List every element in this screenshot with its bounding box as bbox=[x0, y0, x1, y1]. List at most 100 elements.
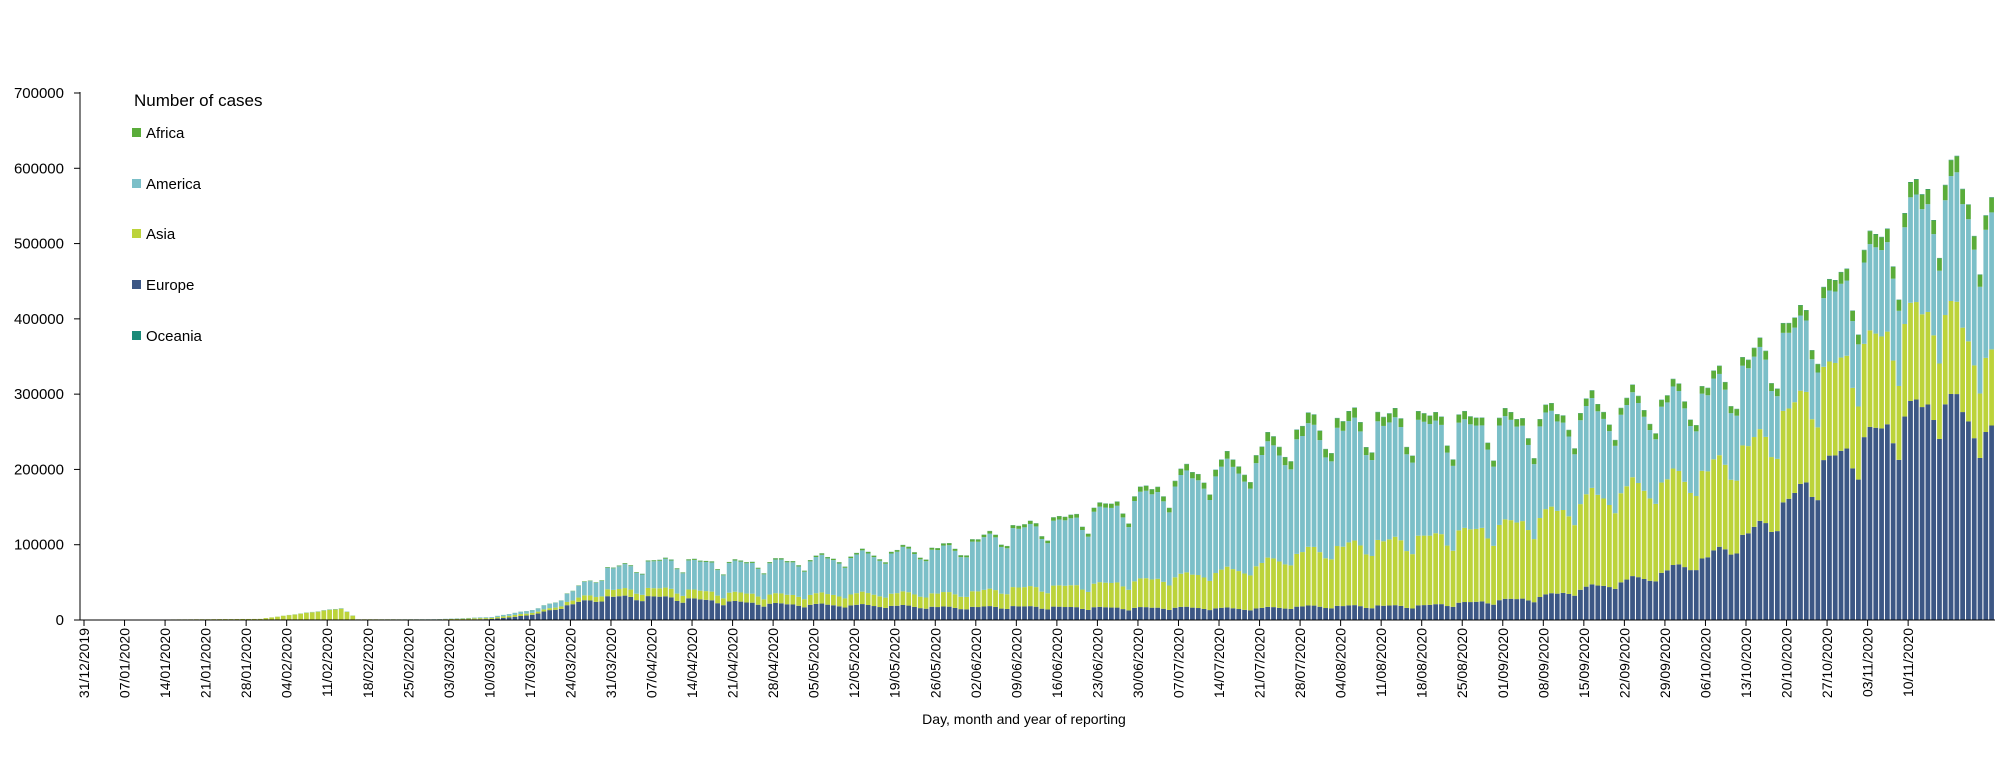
bar-segment-asia bbox=[257, 618, 263, 620]
bar-segment-america bbox=[1271, 445, 1276, 559]
bar-segment-africa bbox=[1745, 360, 1751, 369]
bar-segment-europe bbox=[1427, 604, 1433, 620]
bar-segment-america bbox=[958, 557, 964, 597]
bar-segment-america bbox=[900, 546, 906, 592]
bar-segment-europe bbox=[1346, 605, 1352, 620]
bar-segment-europe bbox=[628, 596, 634, 620]
bar-segment-europe bbox=[1091, 607, 1097, 620]
bar-segment-asia bbox=[1549, 506, 1554, 594]
bar-segment-europe bbox=[1120, 609, 1126, 620]
bar-segment-america bbox=[1908, 197, 1913, 303]
bar-segment-africa bbox=[1305, 412, 1311, 424]
bar-segment-asia bbox=[1884, 331, 1890, 425]
bar-segment-africa bbox=[1942, 185, 1948, 201]
bar-segment-europe bbox=[1271, 607, 1276, 620]
bar-segment-africa bbox=[1473, 418, 1479, 426]
x-tick-label: 24/03/2020 bbox=[562, 628, 578, 698]
bar-segment-america bbox=[1751, 356, 1757, 438]
bar-segment-africa bbox=[1583, 398, 1589, 407]
bar-segment-africa bbox=[1867, 231, 1873, 245]
bar-segment-asia bbox=[1230, 569, 1236, 609]
bar-segment-africa bbox=[1966, 204, 1971, 220]
bar-segment-europe bbox=[1578, 589, 1583, 620]
bar-segment-america bbox=[941, 545, 946, 593]
bar-segment-asia bbox=[1097, 582, 1103, 607]
bar-segment-europe bbox=[1925, 404, 1931, 620]
bar-segment-asia bbox=[1514, 522, 1520, 600]
bar-segment-africa bbox=[703, 561, 709, 562]
bar-segment-europe bbox=[1045, 609, 1051, 620]
bar-segment-asia bbox=[1890, 360, 1896, 444]
bar-segment-asia bbox=[1074, 585, 1079, 608]
bar-segment-africa bbox=[1352, 407, 1357, 418]
bar-segment-asia bbox=[912, 594, 917, 607]
bar-segment-europe bbox=[987, 606, 993, 620]
bar-segment-africa bbox=[1554, 414, 1560, 422]
bar-segment-africa bbox=[1421, 413, 1427, 422]
bar-segment-africa bbox=[1369, 452, 1375, 461]
bar-segment-europe bbox=[975, 607, 981, 620]
bar-segment-asia bbox=[1346, 542, 1352, 606]
bar-segment-america bbox=[1913, 194, 1919, 303]
bar-segment-africa bbox=[1444, 445, 1450, 453]
bar-segment-america bbox=[1045, 543, 1051, 594]
bar-segment-africa bbox=[935, 548, 941, 551]
bar-segment-asia bbox=[1334, 546, 1340, 606]
bar-segment-europe bbox=[1508, 598, 1514, 620]
bar-segment-africa bbox=[709, 561, 715, 563]
bar-segment-america bbox=[1589, 398, 1595, 488]
bar-segment-europe bbox=[547, 610, 553, 620]
bar-segment-america bbox=[1282, 465, 1288, 565]
bar-segment-europe bbox=[1265, 606, 1271, 620]
bar-segment-europe bbox=[610, 596, 616, 620]
bar-segment-europe bbox=[1184, 606, 1190, 620]
bar-segment-asia bbox=[1937, 363, 1942, 439]
bar-segment-asia bbox=[657, 588, 663, 597]
bar-segment-asia bbox=[1358, 545, 1363, 607]
bar-segment-europe bbox=[576, 601, 581, 620]
bar-segment-africa bbox=[605, 567, 610, 568]
bar-segment-asia bbox=[877, 596, 883, 608]
bar-segment-asia bbox=[1224, 566, 1230, 608]
bar-segment-europe bbox=[906, 605, 912, 620]
bar-segment-europe bbox=[1462, 602, 1467, 620]
bar-segment-africa bbox=[871, 555, 877, 558]
bar-segment-africa bbox=[1201, 482, 1207, 489]
bar-segment-america bbox=[1114, 505, 1120, 583]
bar-segment-asia bbox=[1375, 539, 1381, 606]
bar-segment-europe bbox=[715, 603, 720, 620]
bar-segment-europe bbox=[749, 602, 755, 620]
x-tick-label: 07/01/2020 bbox=[117, 628, 133, 698]
bar-segment-africa bbox=[1890, 266, 1896, 279]
bar-segment-europe bbox=[1305, 605, 1311, 620]
bar-segment-asia bbox=[807, 594, 813, 605]
bar-segment-asia bbox=[1479, 527, 1485, 602]
bar-segment-europe bbox=[1369, 608, 1375, 620]
bar-segment-asia bbox=[1635, 483, 1641, 578]
bar-segment-america bbox=[796, 566, 802, 597]
bar-segment-america bbox=[1618, 414, 1624, 494]
bar-segment-america bbox=[1224, 458, 1230, 567]
bar-segment-africa bbox=[1919, 194, 1925, 210]
bar-segment-asia bbox=[524, 613, 529, 616]
bar-segment-europe bbox=[865, 605, 871, 620]
bar-segment-europe bbox=[1288, 608, 1294, 620]
bar-segment-europe bbox=[1166, 609, 1172, 620]
bar-segment-asia bbox=[1647, 498, 1653, 581]
bar-segment-america bbox=[1027, 523, 1033, 587]
x-tick-label: 03/03/2020 bbox=[441, 628, 457, 698]
bar-segment-asia bbox=[1392, 536, 1398, 606]
bar-segment-america bbox=[1375, 421, 1381, 540]
bar-segment-america bbox=[1502, 416, 1508, 520]
bar-segment-asia bbox=[825, 594, 830, 605]
bar-segment-europe bbox=[1861, 437, 1867, 620]
bar-segment-europe bbox=[854, 604, 859, 620]
x-tick-label: 14/07/2020 bbox=[1211, 628, 1227, 698]
bar-segment-asia bbox=[1508, 520, 1514, 599]
bar-segment-america bbox=[1294, 439, 1300, 554]
bar-segment-europe bbox=[1682, 567, 1688, 620]
bar-segment-asia bbox=[1670, 468, 1676, 566]
bar-segment-america bbox=[1143, 490, 1149, 579]
bar-segment-africa bbox=[1612, 440, 1618, 446]
bar-segment-america bbox=[1583, 406, 1589, 495]
